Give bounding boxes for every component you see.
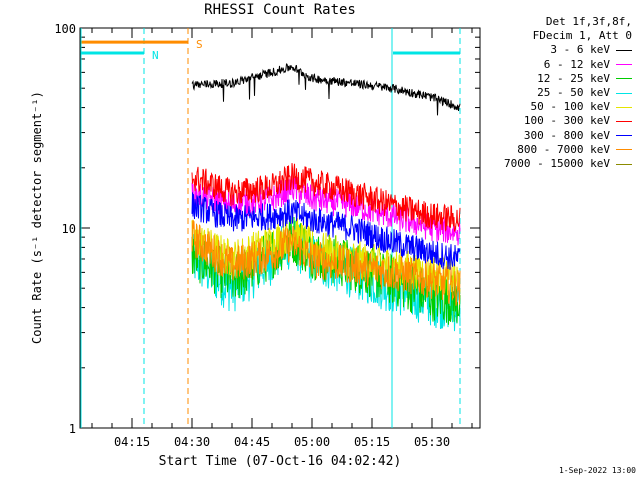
series-line — [191, 63, 461, 116]
x-axis-label: Start Time (07-Oct-16 04:02:42) — [158, 454, 402, 469]
legend-swatch — [616, 78, 632, 80]
legend-swatch — [616, 163, 632, 165]
legend-entry: 6 - 12 keV — [504, 58, 632, 72]
legend-entry-label: 300 - 800 keV — [523, 128, 610, 142]
legend-entry: 7000 - 15000 keV — [504, 157, 632, 171]
series-line — [191, 220, 461, 332]
legend-entry-label: 12 - 25 keV — [537, 71, 610, 85]
annotation-label: S — [196, 38, 203, 51]
legend-header-line-1: Det 1f,3f,8f, — [545, 15, 632, 28]
legend-entry: 3 - 6 keV — [504, 43, 632, 57]
legend-entry: 12 - 25 keV — [504, 72, 632, 86]
x-tick-label: 05:15 — [354, 435, 390, 449]
x-tick-label: 04:45 — [234, 435, 270, 449]
legend-entries: 3 - 6 keV 6 - 12 keV 12 - 25 keV 25 - 50 ke… — [504, 43, 632, 171]
series-line — [191, 163, 461, 232]
y-tick-label: 100 — [54, 22, 76, 36]
legend: Det 1f,3f,8f, FDecim 1, Att 0 3 - 6 keV 6… — [504, 15, 632, 171]
series-line — [191, 192, 461, 270]
legend-entry-label: 800 - 7000 keV — [517, 142, 610, 156]
legend-header-line-2: FDecim 1, Att 0 — [532, 29, 632, 43]
legend-entry-label: 100 - 300 keV — [523, 114, 610, 128]
timestamp: 1-Sep-2022 13:00 — [558, 466, 636, 475]
x-tick-label: 04:30 — [174, 435, 210, 449]
legend-swatch — [616, 121, 632, 123]
legend-entry: 50 - 100 keV — [504, 100, 632, 114]
legend-entry: 300 - 800 keV — [504, 129, 632, 143]
x-tick-label: 05:30 — [414, 435, 450, 449]
chart-title: RHESSI Count Rates — [204, 2, 356, 18]
legend-entry-label: 6 - 12 keV — [543, 57, 610, 71]
legend-entry-label: 3 - 6 keV — [550, 43, 610, 57]
legend-entry-label: 50 - 100 keV — [530, 100, 610, 114]
y-axis-label: Count Rate (s⁻¹ detector segment⁻¹) — [30, 91, 44, 344]
legend-swatch — [616, 92, 632, 94]
legend-swatch — [616, 149, 632, 151]
legend-entry: 800 - 7000 keV — [504, 143, 632, 157]
legend-swatch — [616, 135, 632, 137]
series-line — [191, 219, 461, 306]
legend-entry-label: 25 - 50 keV — [537, 86, 610, 100]
x-tick-label: 05:00 — [294, 435, 330, 449]
y-tick-label: 1 — [69, 422, 76, 436]
legend-swatch — [616, 50, 632, 51]
legend-swatch — [616, 106, 632, 108]
legend-entry-label: 7000 - 15000 keV — [504, 157, 610, 171]
x-tick-label: 04:15 — [114, 435, 150, 449]
legend-entry: 100 - 300 keV — [504, 114, 632, 128]
legend-entry: 25 - 50 keV — [504, 86, 632, 100]
legend-swatch — [616, 64, 632, 66]
y-tick-label: 10 — [62, 222, 76, 236]
annotation-label: N — [152, 49, 159, 62]
